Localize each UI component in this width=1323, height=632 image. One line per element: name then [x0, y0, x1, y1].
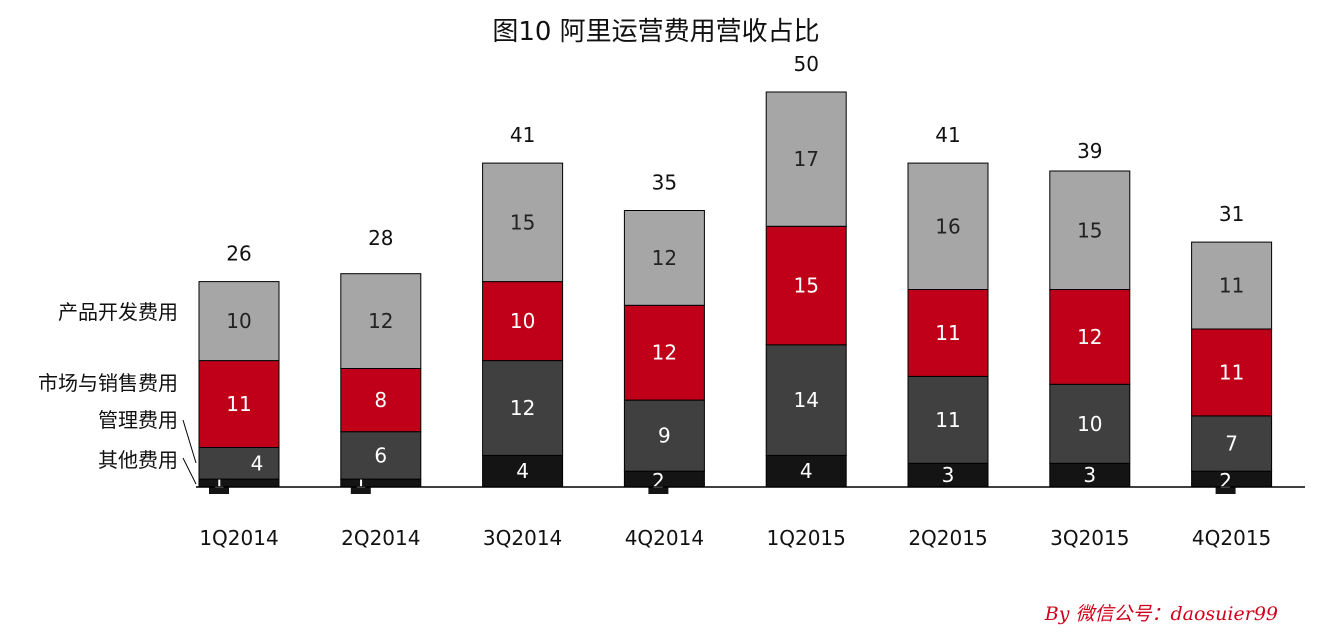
- segment-label-2q2015-s3: 16: [935, 214, 960, 238]
- bar-segment-2q2015-s2: [907, 289, 989, 377]
- bar-segment-1q2015-s2: [765, 225, 847, 346]
- chart-title: 图10 阿里运营费用营收占比: [492, 17, 819, 47]
- bar-segment-3q2015-s3: [1049, 170, 1131, 290]
- x-tick-label-4q2014: 4Q2014: [625, 526, 704, 550]
- bar-segment-3q2014-s3: [482, 162, 564, 283]
- segment-label-4q2014-s3: 12: [652, 246, 677, 270]
- bar-segment-1q2015-s1: [765, 344, 847, 456]
- segment-label-2q2015-s0: 3: [942, 463, 955, 487]
- legend-label-1: 管理费用: [98, 408, 178, 432]
- segment-label-1q2015-s1: 14: [793, 388, 818, 412]
- bar-segment-3q2015-s1: [1049, 383, 1131, 464]
- bar-segment-2q2014-s3: [340, 273, 422, 370]
- total-label-4q2015: 31: [1219, 202, 1244, 226]
- bar-segment-4q2015-s1: [1191, 415, 1273, 472]
- bar-segment-2q2014-s2: [340, 368, 422, 433]
- segment-label-1q2014-s3: 10: [226, 309, 251, 333]
- legend-leader-line-other: [182, 457, 197, 485]
- bars-group: 1411102616812284121015412912123541415175…: [198, 52, 1273, 494]
- bar-segment-4q2015-s3: [1191, 241, 1273, 330]
- segment-label-2q2014-s2: 8: [374, 388, 387, 412]
- segment-label-4q2014-s2: 12: [652, 341, 677, 365]
- total-label-1q2014: 26: [226, 242, 251, 266]
- segment-label-4q2015-s1: 7: [1225, 432, 1238, 456]
- segment-label-3q2014-s3: 15: [510, 210, 535, 234]
- bar-segment-4q2014-s2: [623, 304, 705, 401]
- legend: 其他费用 管理费用 市场与销售费用 产品开发费用: [38, 300, 197, 485]
- segment-label-3q2015-s0: 3: [1083, 463, 1096, 487]
- segment-label-1q2015-s3: 17: [793, 147, 818, 171]
- legend-leader-line-admin: [182, 419, 197, 464]
- segment-label-1q2015-s0: 4: [800, 459, 813, 483]
- total-label-1q2015: 50: [793, 52, 818, 76]
- segment-label-box-4q2014: [648, 470, 669, 494]
- segment-label-4q2014-s1: 9: [658, 424, 671, 448]
- total-label-2q2015: 41: [935, 123, 960, 147]
- bar-segment-1q2014-s1: [198, 447, 280, 480]
- segment-label-3q2014-s0: 4: [516, 459, 529, 483]
- legend-label-2: 市场与销售费用: [38, 371, 178, 395]
- segment-label-1q2015-s2: 15: [793, 274, 818, 298]
- segment-label-4q2015-s3: 11: [1219, 274, 1244, 298]
- segment-label-3q2014-s2: 10: [510, 309, 535, 333]
- bar-segment-4q2015-s2: [1191, 328, 1273, 417]
- x-axis-tick-labels: 1Q2014 2Q2014 3Q2014 4Q2014 1Q2015 2Q2015 3Q20…: [199, 526, 1271, 550]
- bar-segment-2q2015-s1: [907, 375, 989, 464]
- bar-segment-2q2015-s3: [907, 162, 989, 291]
- x-tick-label-2q2014: 2Q2014: [341, 526, 420, 550]
- segment-label-1q2014-s1: 4: [251, 451, 264, 475]
- bar-segment-3q2014-s2: [482, 281, 564, 362]
- x-tick-label-1q2014: 1Q2014: [199, 526, 278, 550]
- segment-label-4q2015-s0: 2: [1219, 469, 1232, 493]
- segment-label-3q2015-s1: 10: [1077, 412, 1102, 436]
- total-label-2q2014: 28: [368, 226, 393, 250]
- total-label-3q2015: 39: [1077, 139, 1102, 163]
- bar-segment-1q2015-s3: [765, 91, 847, 227]
- segment-label-box-4q2015: [1215, 470, 1236, 494]
- total-label-4q2014: 35: [652, 171, 677, 195]
- segment-label-3q2014-s1: 12: [510, 396, 535, 420]
- segment-label-4q2014-s0: 2: [652, 469, 665, 493]
- segment-label-3q2015-s3: 15: [1077, 218, 1102, 242]
- segment-label-1q2014-s2: 11: [226, 392, 251, 416]
- segment-label-3q2015-s2: 12: [1077, 325, 1102, 349]
- bar-segment-3q2015-s2: [1049, 289, 1131, 385]
- x-tick-label-1q2015: 1Q2015: [767, 526, 846, 550]
- segment-label-2q2015-s1: 11: [935, 408, 960, 432]
- bar-segment-1q2014-s2: [198, 360, 280, 449]
- bar-segment-3q2014-s0: [482, 454, 564, 488]
- x-tick-label-3q2015: 3Q2015: [1050, 526, 1129, 550]
- x-tick-label-4q2015: 4Q2015: [1192, 526, 1271, 550]
- segment-label-2q2014-s3: 12: [368, 309, 393, 333]
- bar-segment-1q2014-s3: [198, 281, 280, 362]
- total-label-3q2014: 41: [510, 123, 535, 147]
- x-tick-label-3q2014: 3Q2014: [483, 526, 562, 550]
- credit-text: By 微信公号：daosuier99: [1044, 603, 1278, 625]
- bar-segment-3q2014-s1: [482, 360, 564, 456]
- bar-segment-4q2014-s3: [623, 210, 705, 306]
- bar-segment-4q2014-s1: [623, 399, 705, 472]
- legend-label-3: 产品开发费用: [58, 300, 178, 324]
- x-tick-label-2q2015: 2Q2015: [908, 526, 987, 550]
- segment-label-4q2015-s2: 11: [1219, 360, 1244, 384]
- bar-segment-2q2014-s1: [340, 431, 422, 480]
- segment-label-2q2015-s2: 11: [935, 321, 960, 345]
- segment-label-2q2014-s1: 6: [374, 443, 387, 467]
- bar-segment-1q2015-s0: [765, 454, 847, 488]
- legend-label-0: 其他费用: [98, 448, 178, 472]
